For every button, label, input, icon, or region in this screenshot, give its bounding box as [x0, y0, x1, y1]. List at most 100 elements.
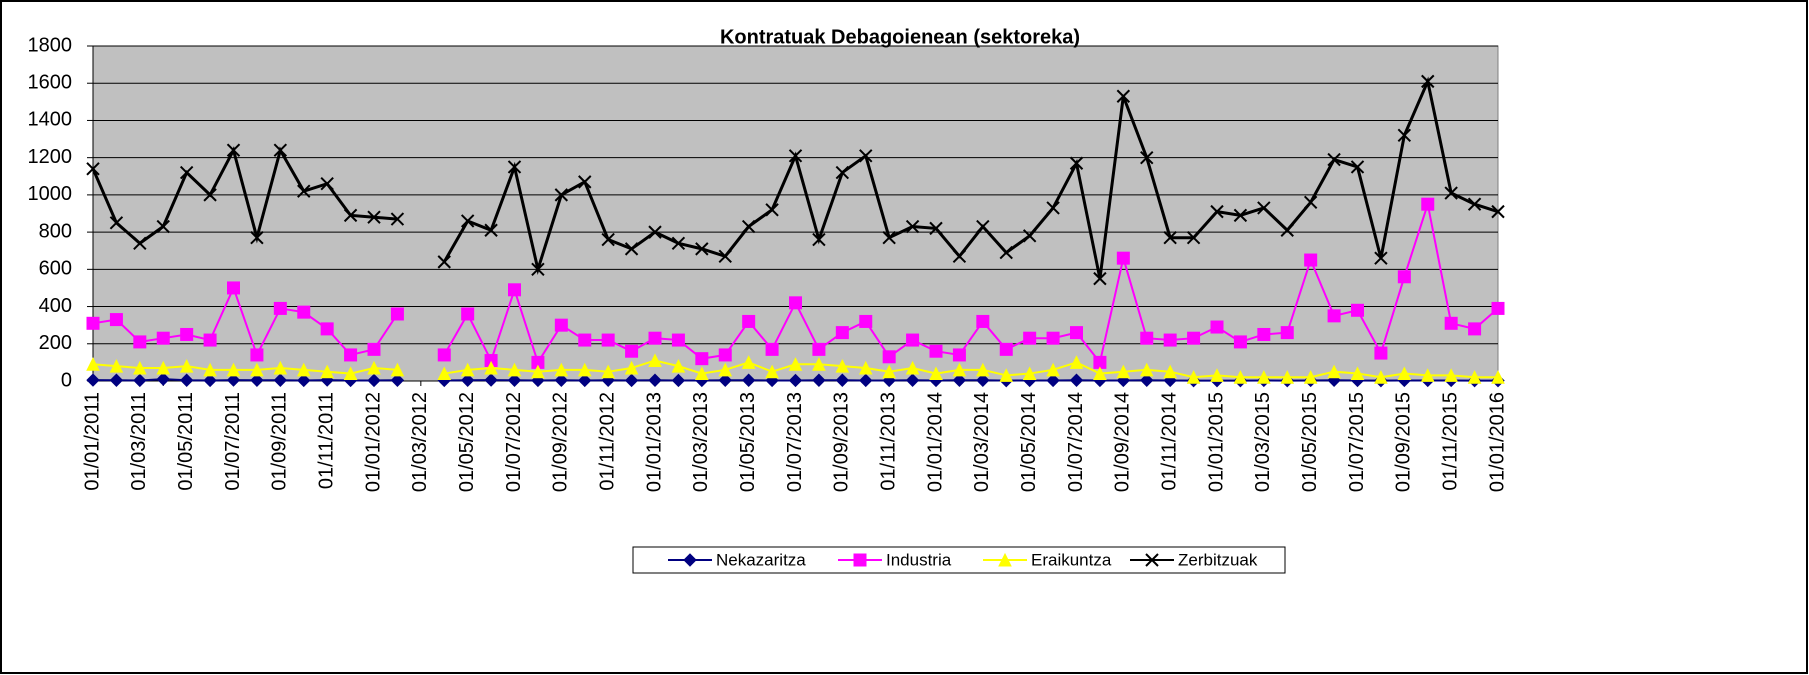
data-point	[578, 333, 592, 347]
data-point	[484, 373, 498, 387]
data-point	[695, 242, 709, 256]
data-point	[788, 373, 803, 388]
x-tick-label: 01/01/2011	[81, 392, 103, 491]
x-tick-label: 01/01/2016	[1486, 392, 1508, 492]
x-tick-label: 01/11/2015	[1439, 392, 1461, 491]
data-point	[156, 331, 170, 345]
data-point	[1093, 271, 1107, 286]
legend-marker	[998, 552, 1012, 567]
data-point	[296, 362, 311, 377]
data-point	[1491, 204, 1505, 219]
x-tick-label: 01/11/2012	[596, 392, 618, 491]
data-point	[625, 344, 639, 358]
data-point	[1467, 370, 1482, 384]
data-point	[1420, 368, 1435, 382]
x-tick-label: 01/05/2011	[175, 392, 197, 491]
data-point	[460, 362, 475, 377]
data-point	[1046, 373, 1060, 388]
data-point	[297, 373, 311, 388]
data-point	[952, 362, 967, 377]
data-point	[1350, 160, 1365, 174]
data-point	[343, 366, 358, 381]
data-point	[1280, 370, 1295, 384]
data-point	[1210, 368, 1224, 382]
data-point	[203, 333, 217, 347]
data-point	[741, 373, 756, 387]
data-point	[86, 162, 100, 176]
data-point	[1304, 253, 1318, 267]
data-point	[1257, 327, 1271, 341]
data-point	[226, 362, 241, 377]
data-point	[109, 313, 123, 327]
data-point	[1374, 346, 1388, 360]
data-point	[1022, 366, 1037, 381]
data-point	[695, 366, 709, 381]
legend-marker	[853, 553, 867, 567]
data-point	[109, 358, 124, 373]
legend-marker	[1145, 553, 1159, 567]
data-point	[250, 373, 264, 387]
data-point	[367, 360, 381, 375]
data-point	[179, 358, 194, 373]
data-point	[1491, 370, 1505, 384]
data-point	[859, 149, 873, 163]
data-point	[905, 373, 920, 387]
data-point	[1327, 364, 1341, 379]
data-point	[1069, 156, 1084, 170]
data-point	[718, 362, 733, 377]
data-point	[624, 242, 639, 256]
data-point	[484, 360, 498, 375]
data-point	[765, 203, 779, 217]
data-point	[1303, 195, 1318, 210]
data-point	[250, 230, 264, 245]
data-point	[226, 373, 241, 387]
data-point	[1140, 331, 1154, 345]
data-point	[86, 373, 100, 387]
data-point	[601, 232, 615, 247]
y-tick-label: 600	[39, 258, 72, 280]
x-tick-label: 01/09/2015	[1393, 392, 1415, 492]
data-point	[367, 210, 381, 224]
data-point	[109, 373, 124, 387]
data-point	[765, 364, 779, 379]
data-point	[1163, 333, 1177, 347]
data-point	[156, 360, 171, 375]
data-point	[156, 219, 170, 234]
y-tick-label: 1200	[28, 146, 73, 168]
data-point	[1444, 186, 1458, 200]
y-tick-label: 1600	[28, 72, 73, 94]
data-point	[133, 373, 147, 388]
x-tick-label: 01/01/2012	[362, 392, 384, 492]
data-point	[133, 360, 147, 375]
data-point	[835, 373, 850, 387]
data-point	[273, 143, 288, 157]
data-point	[1444, 316, 1458, 330]
data-point	[1327, 152, 1341, 167]
data-point	[1257, 370, 1271, 384]
data-point	[624, 373, 639, 388]
data-point	[227, 281, 240, 295]
legend-label: Nekazaritza	[716, 550, 806, 569]
legend-label: Zerbitzuak	[1178, 550, 1258, 569]
data-point	[297, 184, 311, 198]
data-point	[390, 307, 404, 321]
data-point	[859, 314, 873, 328]
data-point	[835, 165, 850, 180]
data-point	[531, 364, 545, 379]
data-point	[1233, 370, 1248, 384]
data-point	[788, 149, 803, 163]
data-point	[1186, 230, 1201, 245]
data-point	[133, 236, 147, 250]
x-tick-label: 01/01/2015	[1205, 392, 1227, 492]
data-point	[133, 335, 147, 349]
data-point	[156, 372, 170, 386]
data-point	[1233, 335, 1247, 349]
data-point	[1351, 303, 1364, 317]
data-point	[976, 219, 990, 234]
data-point	[882, 364, 896, 379]
data-point	[554, 188, 569, 202]
data-point	[929, 221, 943, 236]
x-tick-label: 01/03/2013	[690, 392, 712, 492]
data-point	[952, 373, 967, 387]
data-point	[367, 373, 381, 388]
